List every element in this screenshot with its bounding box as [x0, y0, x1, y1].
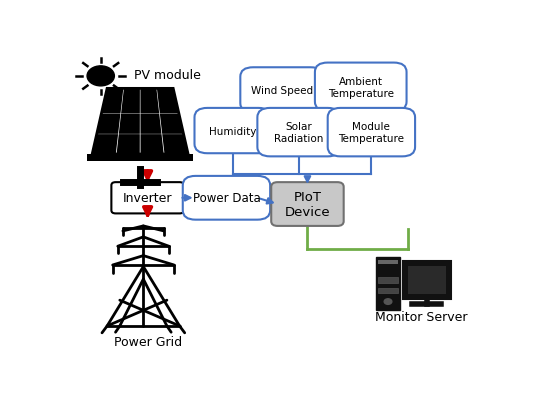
Text: Ambient
Temperature: Ambient Temperature: [328, 77, 394, 98]
Text: Solar
Radiation: Solar Radiation: [274, 122, 323, 144]
Polygon shape: [92, 135, 118, 154]
Polygon shape: [157, 89, 179, 114]
FancyBboxPatch shape: [378, 288, 398, 293]
FancyBboxPatch shape: [378, 260, 398, 264]
FancyBboxPatch shape: [111, 183, 184, 214]
Polygon shape: [119, 114, 140, 134]
FancyBboxPatch shape: [403, 261, 450, 299]
Text: Monitor Server: Monitor Server: [376, 311, 468, 324]
FancyBboxPatch shape: [408, 266, 446, 294]
Polygon shape: [140, 114, 162, 134]
FancyBboxPatch shape: [376, 258, 400, 311]
Polygon shape: [140, 135, 164, 154]
Text: PIoT
Device: PIoT Device: [285, 191, 330, 218]
Polygon shape: [87, 155, 193, 162]
Circle shape: [384, 299, 392, 305]
FancyBboxPatch shape: [195, 109, 271, 154]
Text: Power Data: Power Data: [192, 192, 260, 205]
Text: Inverter: Inverter: [123, 192, 172, 205]
Polygon shape: [140, 89, 159, 114]
Text: Wind Speed: Wind Speed: [251, 86, 313, 96]
Circle shape: [87, 67, 114, 87]
Polygon shape: [160, 114, 183, 134]
Text: Humidity: Humidity: [209, 126, 256, 136]
FancyBboxPatch shape: [240, 68, 323, 113]
Polygon shape: [121, 89, 140, 114]
FancyBboxPatch shape: [271, 183, 344, 226]
Text: Power Grid: Power Grid: [113, 335, 182, 348]
Polygon shape: [102, 89, 123, 114]
FancyBboxPatch shape: [315, 64, 406, 112]
FancyBboxPatch shape: [328, 109, 415, 157]
Text: Module
Temperature: Module Temperature: [338, 122, 404, 144]
FancyBboxPatch shape: [378, 277, 398, 283]
Text: PV module: PV module: [134, 68, 200, 81]
FancyBboxPatch shape: [183, 177, 270, 220]
Polygon shape: [117, 135, 140, 154]
Polygon shape: [162, 135, 188, 154]
Polygon shape: [97, 114, 120, 134]
FancyBboxPatch shape: [257, 109, 340, 157]
